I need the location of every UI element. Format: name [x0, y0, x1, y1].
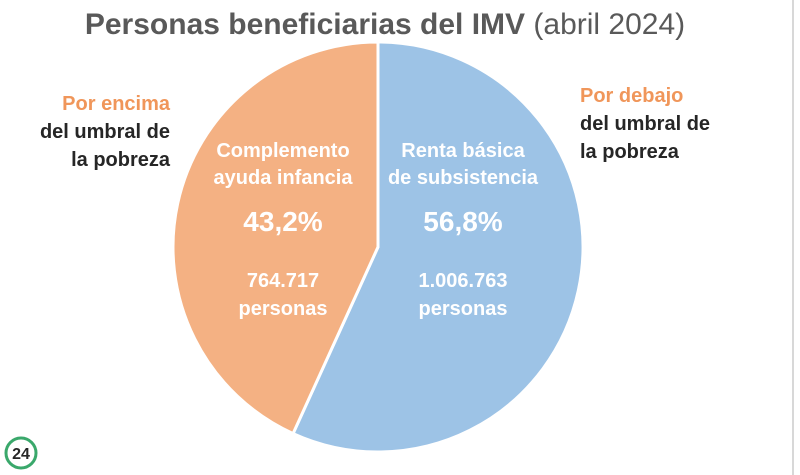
slice-1-percent: 56,8%: [423, 206, 502, 237]
slice-2-percent: 43,2%: [243, 206, 322, 237]
right-annotation-accent: Por debajo: [580, 85, 684, 107]
logo-text: 24: [12, 446, 30, 463]
slice-2-unit: personas: [239, 298, 328, 320]
slice-1-label-line-1: Renta básica: [401, 140, 525, 162]
site-logo: 24: [4, 436, 38, 470]
pie-slice-1: [291, 40, 585, 454]
slice-1-count: 1.006.763: [419, 270, 508, 292]
slice-2-label-line-1: Complemento: [216, 140, 349, 162]
left-annotation-line-2: la pobreza: [71, 149, 170, 171]
chart-subtitle: (abril 2024): [533, 8, 686, 41]
slice-1-unit: personas: [419, 298, 508, 320]
slice-1-label-line-2: de subsistencia: [388, 167, 539, 189]
chart-title: Personas beneficiarias del IMV (abril 20…: [0, 8, 770, 42]
right-annotation: Por debajo del umbral de la pobreza: [580, 82, 750, 166]
slice-2-label-line-2: ayuda infancia: [214, 167, 354, 189]
pie-slice-2: [171, 40, 380, 436]
frame-border: [792, 0, 794, 475]
left-annotation-line-1: del umbral de: [39, 121, 170, 143]
left-annotation: Por encima del umbral de la pobreza: [0, 90, 170, 174]
logo-ring-icon: [4, 436, 38, 470]
right-annotation-line-1: del umbral de: [580, 113, 711, 135]
slice-2-count: 764.717: [247, 270, 319, 292]
chart-title-main: Personas beneficiarias del IMV: [84, 8, 526, 41]
right-annotation-line-2: la pobreza: [580, 141, 679, 163]
left-annotation-accent: Por encima: [62, 93, 170, 115]
